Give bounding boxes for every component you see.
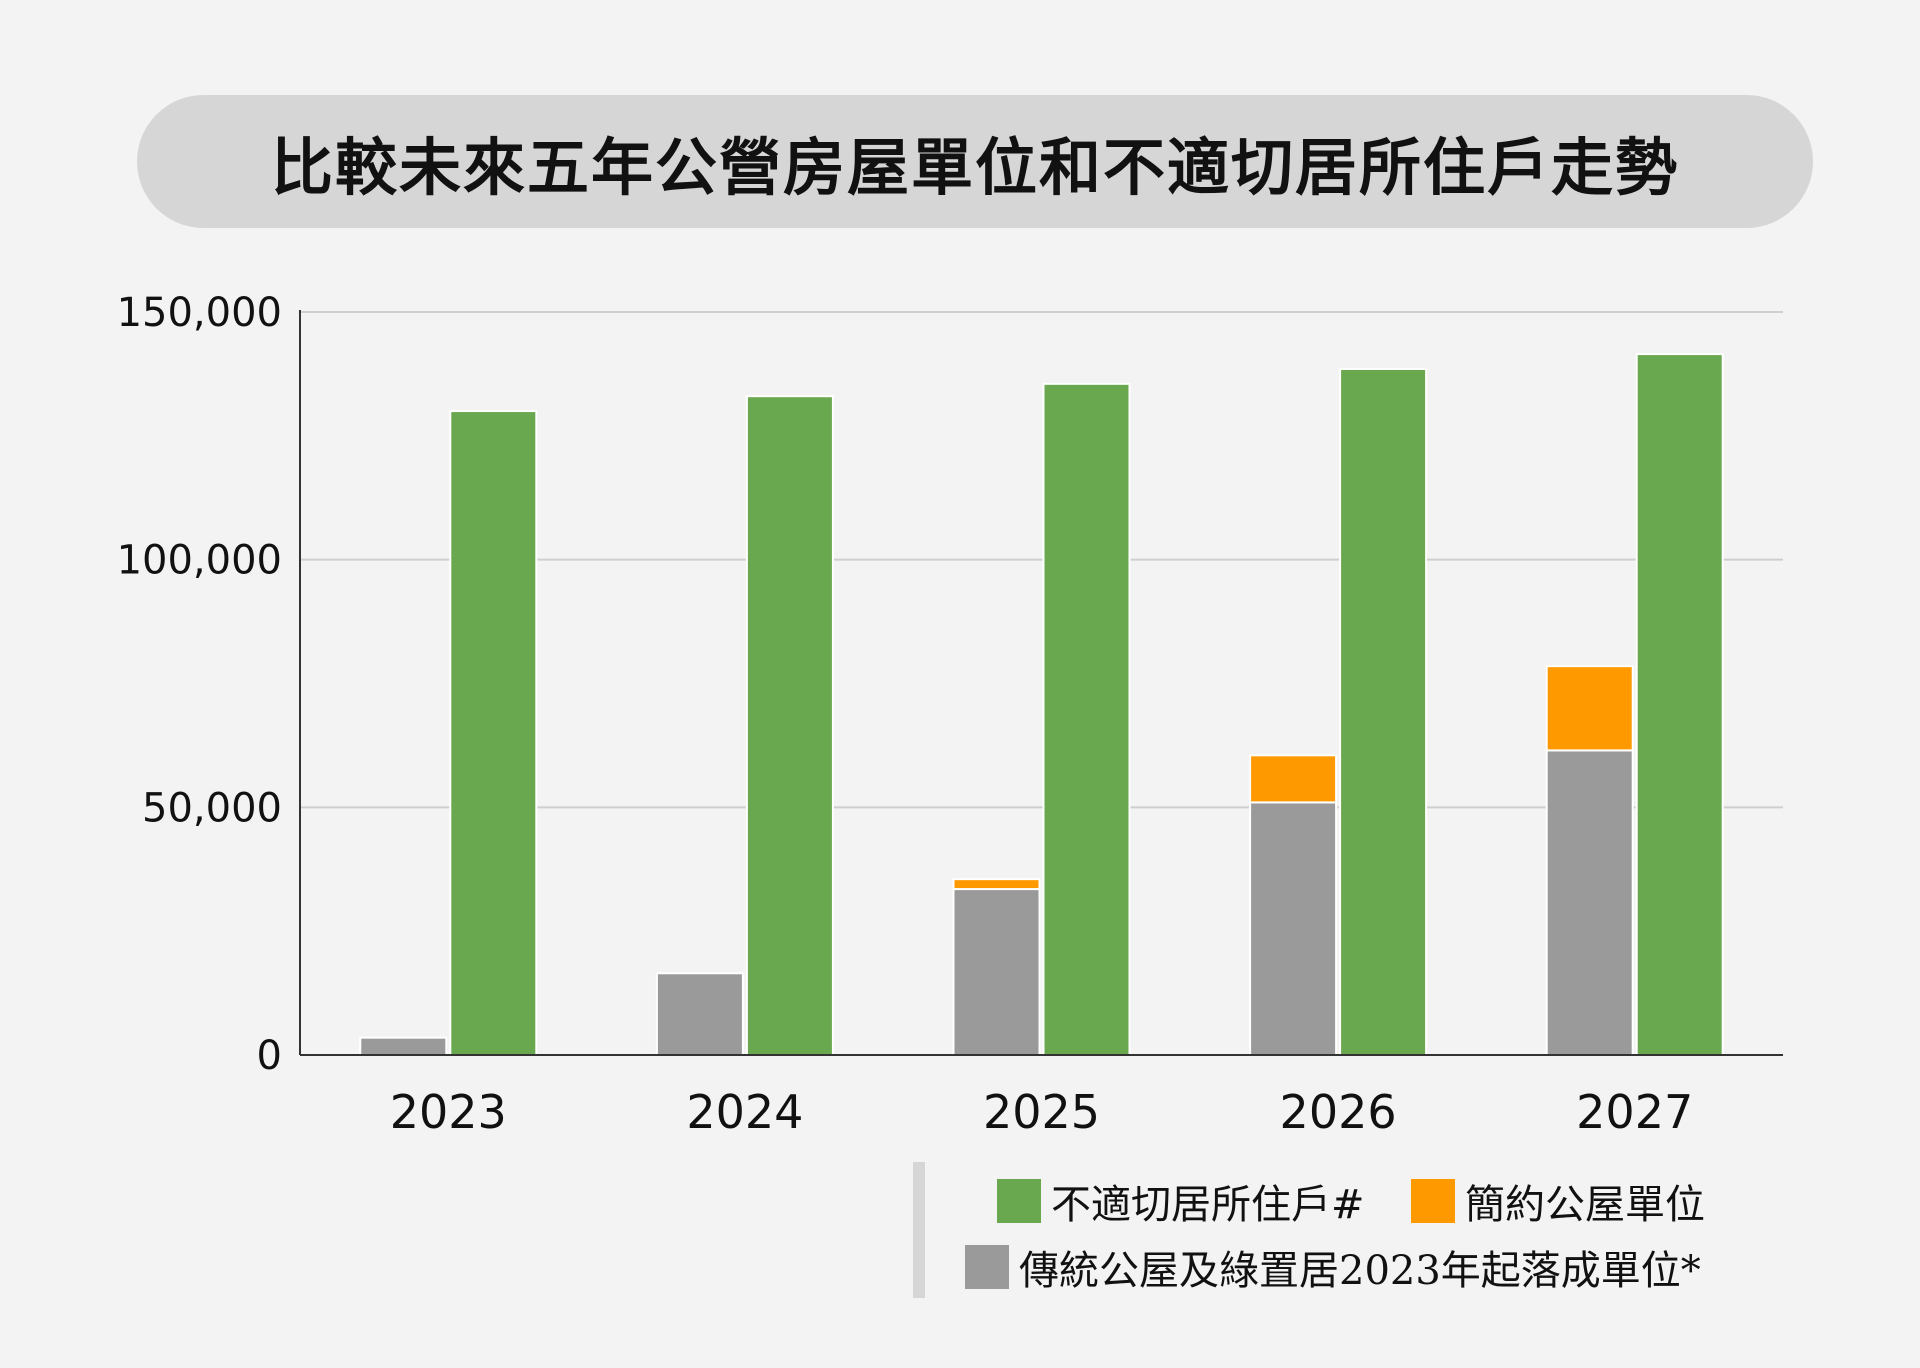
grid-lines — [300, 311, 1783, 809]
legend-item-light-public-housing: 簡約公屋單位 — [1411, 1172, 1705, 1230]
legend: 不適切居所住戶# 簡約公屋單位 傳統公屋及綠置居2023年起落成單位* — [913, 1162, 1805, 1298]
bar-demand — [449, 410, 538, 1057]
chart-title-banner: 比較未來五年公營房屋單位和不適切居所住戶走勢 — [137, 95, 1813, 228]
bar-demand — [1635, 353, 1724, 1056]
bar-supply — [952, 888, 1041, 1057]
legend-item-inadequate-housing: 不適切居所住戶# — [997, 1172, 1365, 1230]
bar-supply — [1545, 665, 1634, 752]
bar-demand — [1042, 382, 1131, 1057]
bar-demand — [1339, 367, 1428, 1057]
bar-supply — [1249, 801, 1338, 1056]
legend-label: 不適切居所住戶# — [1051, 1182, 1365, 1228]
x-tick-label: 2024 — [686, 1085, 803, 1139]
legend-item-traditional-public-housing: 傳統公屋及綠置居2023年起落成單位* — [965, 1238, 1701, 1296]
legend-swatch-gray — [965, 1245, 1009, 1289]
x-tick-labels: 2023 2024 2025 2026 2027 — [390, 1085, 1693, 1139]
y-tick-labels: 0 50,000 100,000 150,000 — [117, 290, 282, 1079]
legend-label: 簡約公屋單位 — [1465, 1182, 1705, 1228]
legend-label: 傳統公屋及綠置居2023年起落成單位* — [1019, 1248, 1701, 1294]
x-tick-label: 2027 — [1576, 1085, 1693, 1139]
bars — [359, 353, 1724, 1057]
bar-supply — [1249, 754, 1338, 804]
axes — [299, 310, 1783, 1056]
y-tick-label: 150,000 — [117, 290, 282, 336]
legend-swatch-orange — [1411, 1179, 1455, 1223]
bar-supply — [359, 1036, 448, 1056]
chart-title: 比較未來五年公營房屋單位和不適切居所住戶走勢 — [270, 130, 1679, 204]
y-tick-label: 0 — [257, 1033, 282, 1079]
x-tick-label: 2025 — [983, 1085, 1100, 1139]
bar-supply — [1545, 749, 1634, 1056]
bar-supply — [952, 878, 1041, 891]
x-tick-label: 2023 — [390, 1085, 507, 1139]
bar-supply — [655, 972, 744, 1057]
x-tick-label: 2026 — [1280, 1085, 1397, 1139]
bar-demand — [745, 395, 834, 1056]
y-tick-label: 50,000 — [142, 785, 282, 831]
legend-swatch-green — [997, 1179, 1041, 1223]
y-tick-label: 100,000 — [117, 538, 282, 584]
